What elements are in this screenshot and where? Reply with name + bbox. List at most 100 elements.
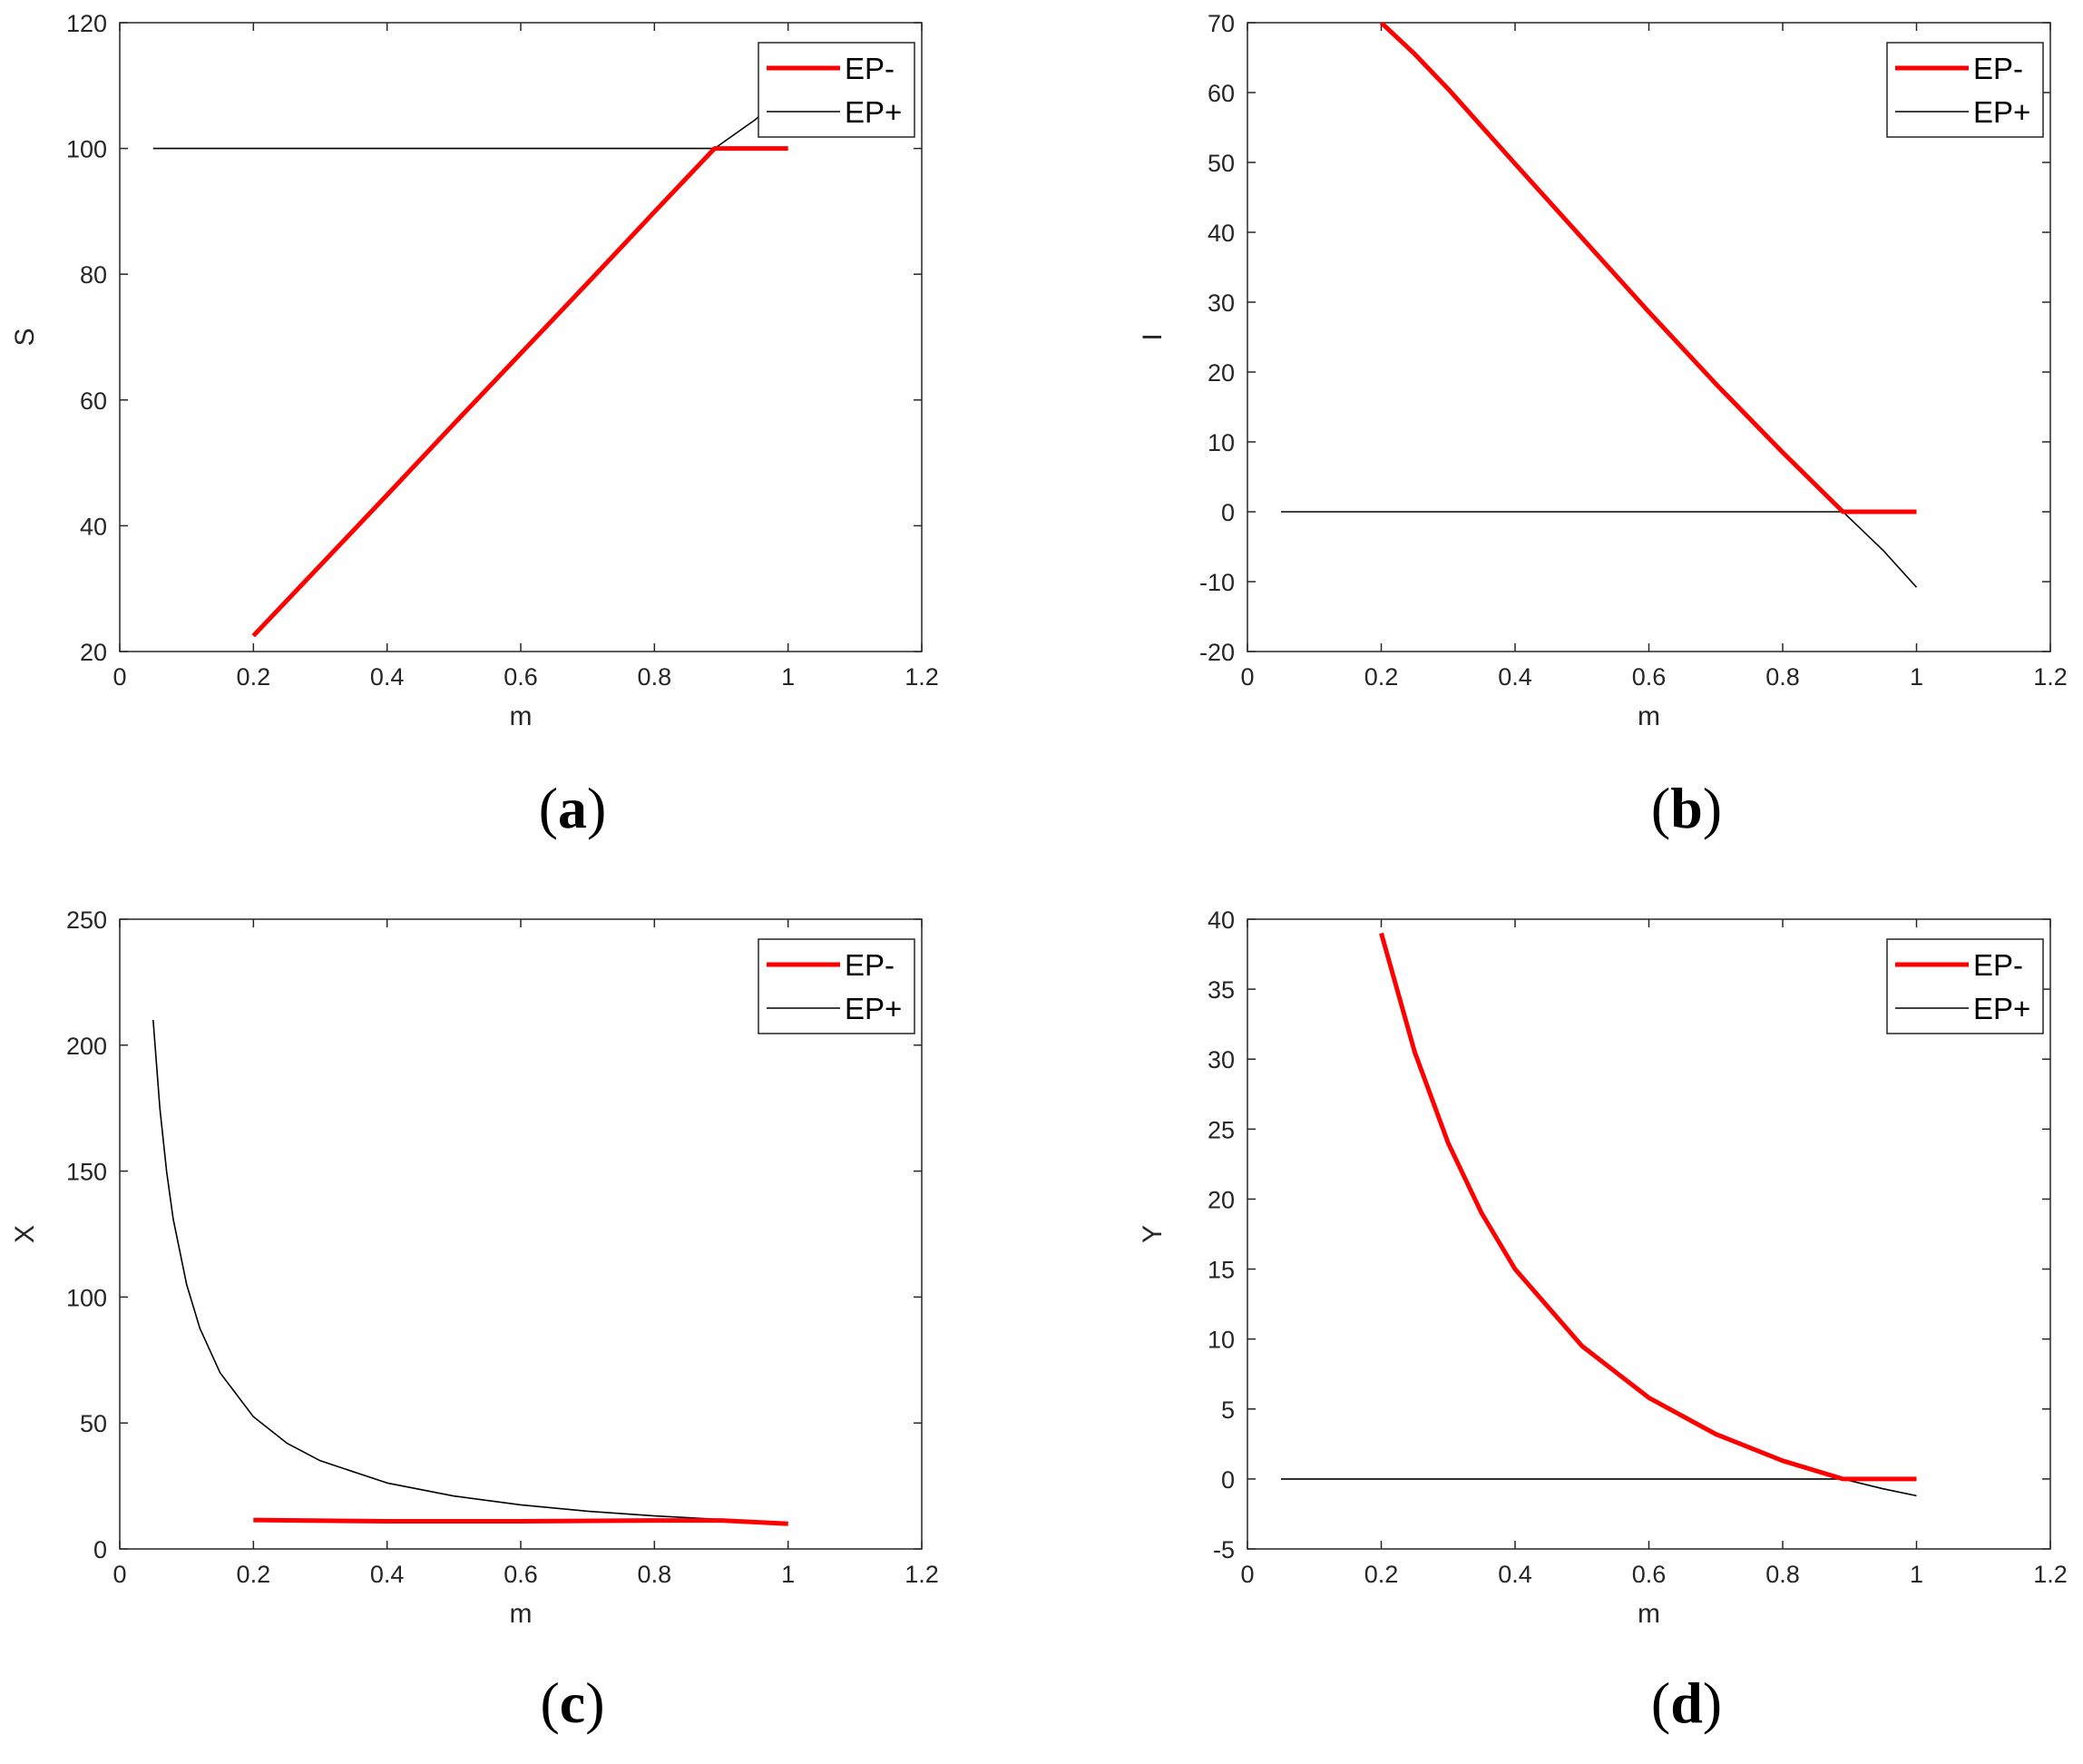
y-tick-label: 120 [66, 10, 107, 37]
legend-label: EP+ [845, 992, 902, 1025]
series-line-ep-minus [1379, 23, 1917, 514]
x-tick-label: 0.2 [237, 1561, 271, 1588]
x-tick-label: 1.2 [905, 663, 939, 691]
chart-panel-a: 0 0.2 0.4 0.6 0.8 1 1.2 20 40 60 80 100 120 m S EP- EP+ (… [10, 10, 939, 840]
series-line-ep-plus [152, 1019, 788, 1524]
legend-label: EP- [1973, 948, 2023, 982]
panel-caption: (a) [539, 776, 607, 840]
x-tick-label: 1 [1910, 1561, 1923, 1588]
legend-label: EP+ [1973, 992, 2030, 1025]
x-tick-label: 1.2 [905, 1561, 939, 1588]
y-tick-label: 250 [66, 906, 107, 934]
x-tick-label: 1 [781, 1561, 795, 1588]
series-line-ep-plus [152, 91, 789, 150]
x-tick-label: 0 [1240, 1561, 1254, 1588]
y-tick-label: -10 [1199, 569, 1235, 596]
x-tick-label: 1 [1910, 663, 1923, 691]
x-axis-label: m [510, 1599, 533, 1629]
y-axis-label: S [10, 328, 40, 346]
y-tick-label: -5 [1213, 1536, 1235, 1563]
panel-caption: (c) [540, 1671, 604, 1735]
y-tick-label: 25 [1208, 1116, 1235, 1143]
y-tick-label: -20 [1199, 639, 1235, 666]
legend: EP- EP+ [1886, 938, 2044, 1034]
legend: EP- EP+ [758, 938, 915, 1034]
y-tick-label: 20 [80, 639, 107, 666]
x-tick-label: 0.2 [1364, 663, 1399, 691]
x-tick-label: 0.6 [504, 1561, 538, 1588]
y-tick-label: 10 [1208, 429, 1235, 456]
series-line-ep-minus [253, 1517, 788, 1526]
panel-caption: (d) [1651, 1671, 1722, 1735]
legend-label: EP- [1973, 52, 2023, 85]
x-tick-label: 0 [1240, 663, 1254, 691]
x-tick-label: 0.4 [370, 663, 405, 691]
legend-box [1886, 42, 2044, 138]
x-axis-label: m [1638, 701, 1660, 731]
y-tick-label: 30 [1208, 1046, 1235, 1073]
legend-label: EP+ [845, 95, 902, 129]
y-tick-label: 70 [1208, 10, 1235, 37]
x-tick-label: 0.4 [1498, 1561, 1532, 1588]
y-tick-label: 200 [66, 1033, 107, 1060]
x-tick-label: 0.4 [1498, 663, 1532, 691]
legend-label: EP- [845, 948, 895, 982]
legend-box [758, 938, 915, 1034]
y-tick-label: 5 [1221, 1396, 1235, 1424]
legend-box [758, 42, 915, 138]
y-tick-label: 0 [1221, 499, 1235, 526]
y-tick-label: 40 [1208, 220, 1235, 247]
chart-panel-b: 0 0.2 0.4 0.6 0.8 1 1.2 -20 -10 0 10 20 30 40 50 60 70 m I… [1138, 10, 2068, 840]
y-tick-label: 150 [66, 1159, 107, 1186]
chart-panel-d: 0 0.2 0.4 0.6 0.8 1 1.2-50510152025303540mYEP-… [1138, 906, 2068, 1735]
y-tick-label: 30 [1208, 289, 1235, 317]
series-line-ep-minus [251, 146, 788, 638]
y-tick-label: 15 [1208, 1257, 1235, 1284]
legend: EP- EP+ [1886, 42, 2044, 138]
legend-label: EP- [845, 52, 895, 85]
y-axis-label: X [10, 1225, 40, 1243]
y-tick-label: 50 [1208, 150, 1235, 177]
chart-panel-c: 0 0.2 0.4 0.6 0.8 1 1.2 0 50 100 150 200 250 m X EP- EP+… [10, 906, 939, 1735]
y-axis-label: I [1138, 333, 1168, 340]
y-tick-label: 20 [1208, 1186, 1235, 1213]
y-tick-label: 40 [1208, 906, 1235, 934]
panel-caption: (b) [1651, 776, 1722, 840]
x-tick-label: 0.4 [370, 1561, 405, 1588]
x-tick-label: 0.8 [638, 1561, 672, 1588]
x-tick-label: 0 [112, 1561, 126, 1588]
x-tick-label: 0.2 [1364, 1561, 1399, 1588]
x-tick-label: 0.8 [1765, 1561, 1800, 1588]
y-tick-label: 0 [93, 1536, 107, 1563]
x-tick-label: 0.6 [1632, 1561, 1667, 1588]
x-tick-label: 1 [781, 663, 795, 691]
x-axis-label: m [1638, 1599, 1660, 1629]
x-axis-label: m [510, 701, 533, 731]
y-tick-label: 0 [1221, 1466, 1235, 1494]
x-tick-label: 1.2 [2033, 663, 2068, 691]
y-tick-label: 50 [80, 1410, 107, 1437]
y-axis-label: Y [1138, 1225, 1168, 1243]
y-tick-label: 80 [80, 261, 107, 289]
series-line-ep-plus [1280, 511, 1918, 588]
x-tick-label: 0.8 [638, 663, 672, 691]
series-line-ep-plus [1280, 1478, 1917, 1497]
x-tick-label: 0 [112, 663, 126, 691]
x-tick-label: 0.8 [1765, 663, 1800, 691]
y-tick-label: 20 [1208, 359, 1235, 387]
y-tick-label: 60 [80, 387, 107, 415]
y-tick-label: 60 [1208, 80, 1235, 107]
series-line-ep-minus [1379, 932, 1917, 1482]
y-tick-label: 40 [80, 513, 107, 540]
legend-label: EP+ [1973, 95, 2030, 129]
x-tick-label: 1.2 [2033, 1561, 2068, 1588]
y-tick-label: 100 [66, 1284, 107, 1311]
y-tick-label: 100 [66, 136, 107, 163]
y-tick-label: 10 [1208, 1327, 1235, 1354]
legend-box [1886, 938, 2044, 1034]
y-tick-label: 35 [1208, 976, 1235, 1004]
x-tick-label: 0.2 [237, 663, 271, 691]
x-tick-label: 0.6 [1632, 663, 1667, 691]
x-tick-label: 0.6 [504, 663, 538, 691]
